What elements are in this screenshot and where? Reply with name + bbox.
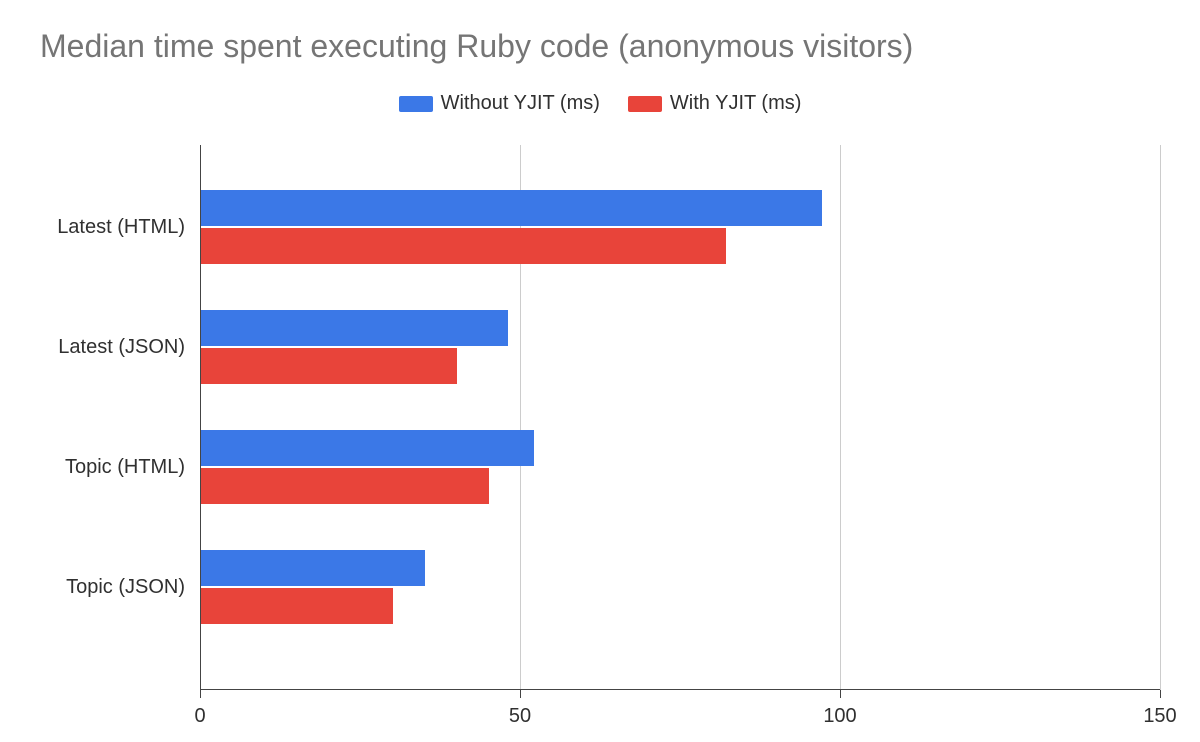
y-tick-label: Latest (HTML)	[0, 216, 185, 239]
legend-swatch	[628, 96, 662, 112]
bar-group: Topic (JSON)	[200, 530, 1160, 650]
bar-without-yjit	[201, 310, 508, 346]
chart-container: Median time spent executing Ruby code (a…	[0, 0, 1200, 742]
y-tick-label: Topic (HTML)	[0, 456, 185, 479]
x-tick-label: 50	[490, 705, 550, 728]
x-tick-mark	[1160, 690, 1161, 698]
legend-label: Without YJIT (ms)	[441, 92, 600, 115]
chart-title: Median time spent executing Ruby code (a…	[40, 28, 913, 65]
x-tick-label: 100	[810, 705, 870, 728]
x-tick-label: 0	[170, 705, 230, 728]
bar-without-yjit	[201, 190, 822, 226]
bar-without-yjit	[201, 550, 425, 586]
bar-with-yjit	[201, 468, 489, 504]
grid-line	[1160, 145, 1161, 690]
x-axis-line	[200, 689, 1160, 690]
legend: Without YJIT (ms) With YJIT (ms)	[0, 92, 1200, 115]
x-tick-mark	[840, 690, 841, 698]
x-tick-mark	[520, 690, 521, 698]
bar-with-yjit	[201, 348, 457, 384]
y-tick-label: Topic (JSON)	[0, 576, 185, 599]
legend-item-without-yjit: Without YJIT (ms)	[399, 92, 600, 115]
legend-swatch	[399, 96, 433, 112]
bar-without-yjit	[201, 430, 534, 466]
y-tick-label: Latest (JSON)	[0, 336, 185, 359]
x-tick-label: 150	[1130, 705, 1190, 728]
bar-group: Latest (HTML)	[200, 170, 1160, 290]
bar-group: Latest (JSON)	[200, 290, 1160, 410]
x-tick-mark	[200, 690, 201, 698]
bar-group: Topic (HTML)	[200, 410, 1160, 530]
bar-with-yjit	[201, 588, 393, 624]
bar-with-yjit	[201, 228, 726, 264]
legend-item-with-yjit: With YJIT (ms)	[628, 92, 801, 115]
legend-label: With YJIT (ms)	[670, 92, 801, 115]
plot-area: 0 50 100 150 Latest (HTML) Latest (JSON)…	[200, 145, 1160, 690]
